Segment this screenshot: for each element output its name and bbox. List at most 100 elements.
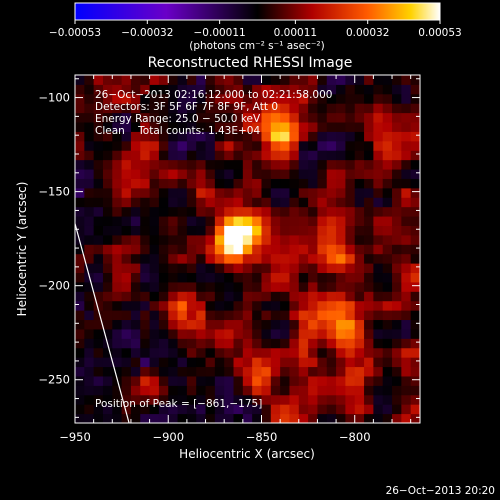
heatmap-cell xyxy=(280,413,290,423)
heatmap-cell xyxy=(382,385,393,396)
heatmap-cell xyxy=(130,225,141,236)
heatmap-cell xyxy=(84,253,95,264)
heatmap-cell xyxy=(317,253,328,264)
heatmap-cell xyxy=(401,272,412,283)
heatmap-cell xyxy=(102,178,113,189)
heatmap-cell xyxy=(205,357,216,368)
heatmap-cell xyxy=(410,234,420,245)
heatmap-cell xyxy=(410,281,420,292)
heatmap-cell xyxy=(364,178,374,189)
heatmap-cell xyxy=(392,338,402,349)
heatmap-cell xyxy=(196,93,207,104)
heatmap-cell xyxy=(410,93,420,104)
heatmap-cell xyxy=(186,103,197,114)
heatmap-cell xyxy=(280,263,290,274)
heatmap-cell xyxy=(177,187,188,198)
y-tick-label: −200 xyxy=(38,279,70,293)
heatmap-cell xyxy=(364,328,374,339)
heatmap-cell xyxy=(233,122,244,132)
heatmap-cell xyxy=(252,225,262,236)
heatmap-cell xyxy=(298,112,309,123)
heatmap-cell xyxy=(242,272,253,283)
heatmap-cell xyxy=(382,216,393,226)
heatmap-cell xyxy=(242,216,253,226)
heatmap-cell xyxy=(130,84,141,95)
heatmap-cell xyxy=(289,310,300,321)
heatmap-cell xyxy=(410,272,420,283)
heatmap-cell xyxy=(196,150,207,161)
heatmap-cell xyxy=(75,328,85,339)
heatmap-cell xyxy=(410,404,420,415)
heatmap-cell xyxy=(168,187,179,198)
heatmap-cell xyxy=(93,253,104,264)
heatmap-cell xyxy=(130,375,141,386)
heatmap-cell xyxy=(326,216,337,226)
heatmap-cell xyxy=(158,93,169,104)
heatmap-cell xyxy=(326,385,337,396)
heatmap-cell xyxy=(140,225,151,236)
heatmap-cell xyxy=(130,328,141,339)
heatmap-cell xyxy=(93,103,104,114)
heatmap-cell xyxy=(252,328,262,339)
heatmap-cell xyxy=(196,263,207,274)
heatmap-cell xyxy=(121,357,132,368)
heatmap-cell xyxy=(205,300,216,311)
heatmap-cell xyxy=(270,197,281,208)
heatmap-cell xyxy=(289,178,300,189)
heatmap-cell xyxy=(364,263,374,274)
heatmap-cell xyxy=(252,310,262,321)
heatmap-cell xyxy=(214,103,225,114)
heatmap-cell xyxy=(112,253,123,264)
heatmap-cell xyxy=(121,178,132,189)
heatmap-cell xyxy=(177,328,188,339)
heatmap-cell xyxy=(233,281,244,292)
heatmap-cell xyxy=(364,366,374,377)
heatmap-cell xyxy=(93,385,104,396)
heatmap-cell xyxy=(382,338,393,349)
heatmap-cell xyxy=(177,150,188,161)
heatmap-cell xyxy=(149,319,160,330)
heatmap-cell xyxy=(130,169,141,179)
heatmap-cell xyxy=(93,394,104,405)
heatmap-cell xyxy=(261,225,272,236)
heatmap-cell xyxy=(158,75,169,85)
heatmap-cell xyxy=(168,300,179,311)
heatmap-cell xyxy=(289,281,300,292)
heatmap-cell xyxy=(298,197,309,208)
heatmap-cell xyxy=(345,169,356,179)
colorbar-units-label: (photons cm⁻² s⁻¹ asec⁻²) xyxy=(189,40,324,52)
heatmap-cell xyxy=(382,140,393,151)
heatmap-cell xyxy=(205,310,216,321)
heatmap-cell xyxy=(205,216,216,226)
heatmap-cell xyxy=(121,216,132,226)
heatmap-cell xyxy=(336,385,346,396)
heatmap-cell xyxy=(336,169,346,179)
heatmap-cell xyxy=(345,187,356,198)
heatmap-cell xyxy=(214,281,225,292)
heatmap-cell xyxy=(130,347,141,358)
heatmap-cell xyxy=(233,178,244,189)
heatmap-cell xyxy=(93,206,104,217)
heatmap-cell xyxy=(252,93,262,104)
heatmap-cell xyxy=(252,366,262,377)
heatmap-cell xyxy=(205,413,216,423)
heatmap-cell xyxy=(410,197,420,208)
heatmap-cell xyxy=(410,310,420,321)
heatmap-cell xyxy=(140,394,151,405)
heatmap-cell xyxy=(140,328,151,339)
heatmap-image xyxy=(75,75,420,423)
heatmap-cell xyxy=(382,150,393,161)
heatmap-cell xyxy=(93,281,104,292)
heatmap-cell xyxy=(177,122,188,132)
heatmap-cell xyxy=(280,225,290,236)
heatmap-cell xyxy=(270,291,281,302)
heatmap-cell xyxy=(382,404,393,415)
heatmap-cell xyxy=(410,338,420,349)
heatmap-cell xyxy=(102,112,113,123)
heatmap-cell xyxy=(261,300,272,311)
heatmap-cell xyxy=(373,112,384,123)
heatmap-cell xyxy=(401,206,412,217)
heatmap-cell xyxy=(373,197,384,208)
heatmap-cell xyxy=(354,197,365,208)
heatmap-cell xyxy=(354,187,365,198)
